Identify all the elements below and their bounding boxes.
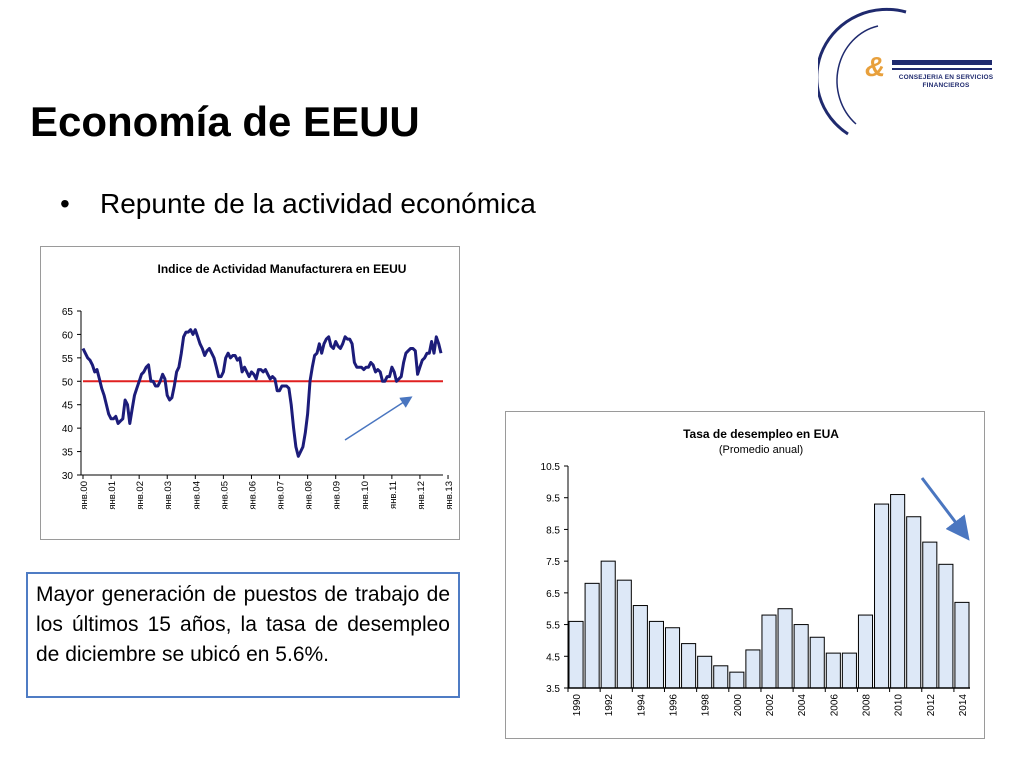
bar-2011 xyxy=(906,516,922,689)
y-tick-label: 8.5 xyxy=(546,525,560,536)
bar-1992 xyxy=(600,560,616,689)
chart-title: Indice de Actividad Manufacturera en EEU… xyxy=(158,262,407,276)
x-tick-label: янв.06 xyxy=(247,481,258,510)
y-tick-label: 30 xyxy=(62,471,74,482)
y-tick-label: 60 xyxy=(62,330,74,341)
bar-2002 xyxy=(761,614,777,689)
y-tick-label: 10.5 xyxy=(541,462,561,473)
slide-title: Economía de EEUU xyxy=(30,98,420,145)
bar-2000 xyxy=(729,671,745,689)
x-tick-label: янв.03 xyxy=(163,481,174,510)
y-tick-label: 7.5 xyxy=(546,557,560,568)
bullet-text: Repunte de la actividad económica xyxy=(100,188,536,219)
bar-2001 xyxy=(745,649,761,689)
x-tick-label: янв.13 xyxy=(444,481,455,510)
x-tick-label: 2014 xyxy=(958,694,969,717)
y-tick-label: 55 xyxy=(62,354,74,365)
y-tick-label: 9.5 xyxy=(546,494,560,505)
bar-1996 xyxy=(664,627,681,689)
bar-1997 xyxy=(681,643,697,689)
bar-2009 xyxy=(874,503,890,689)
bar-2013 xyxy=(938,563,954,689)
summary-textbox: Mayor generación de puestos de trabajo d… xyxy=(26,572,460,698)
bar-2004 xyxy=(793,624,809,689)
y-tick-label: 6.5 xyxy=(546,589,560,600)
x-tick-label: янв.10 xyxy=(360,481,371,510)
logo-bar-top xyxy=(892,60,992,65)
y-tick-label: 40 xyxy=(62,424,74,435)
x-tick-label: янв.07 xyxy=(276,481,287,510)
y-tick-label: 4.5 xyxy=(546,652,560,663)
y-tick-label: 50 xyxy=(62,377,74,388)
x-tick-label: янв.01 xyxy=(107,481,118,510)
x-tick-label: 2012 xyxy=(926,694,937,717)
y-tick-label: 3.5 xyxy=(546,684,560,695)
x-tick-label: 2010 xyxy=(894,694,905,717)
x-tick-label: янв.00 xyxy=(79,481,90,510)
bullet-icon: • xyxy=(60,188,70,219)
unemployment-chart-panel: Tasa de desempleo en EUA (Promedio anual)… xyxy=(505,411,985,739)
logo-graphic: & xyxy=(815,7,992,136)
x-tick-label: янв.08 xyxy=(304,481,315,510)
x-tick-label: 2006 xyxy=(829,694,840,717)
bar-2010 xyxy=(890,494,906,689)
bar-2008 xyxy=(857,614,874,689)
bar-1995 xyxy=(648,620,664,689)
x-tick-label: 2000 xyxy=(733,694,744,717)
x-tick-label: 2002 xyxy=(765,694,776,717)
manufacturing-chart-panel: Indice de Actividad Manufacturera en EEU… xyxy=(40,246,483,540)
logo-text: CONSEJERIA EN SERVICIOS FINANCIEROS xyxy=(898,74,994,89)
bar-1998 xyxy=(697,655,713,689)
y-tick-label: 45 xyxy=(62,401,74,412)
x-tick-label: 2008 xyxy=(861,694,872,717)
y-tick-label: 65 xyxy=(62,307,74,318)
bar-2012 xyxy=(922,541,938,689)
logo-ampersand: & xyxy=(865,51,885,82)
logo-arc-inner xyxy=(836,25,879,125)
bar-2005 xyxy=(809,636,825,689)
x-tick-label: 1996 xyxy=(669,694,680,717)
x-tick-label: 1992 xyxy=(604,694,615,717)
x-tick-label: янв.09 xyxy=(332,481,343,510)
bar-2007 xyxy=(841,652,857,689)
chart-title: Tasa de desempleo en EUA xyxy=(683,427,839,441)
bar-2006 xyxy=(825,652,841,689)
bar-2014 xyxy=(954,601,970,689)
bar-1999 xyxy=(713,665,729,689)
bar-1991 xyxy=(584,582,600,689)
x-tick-label: 1998 xyxy=(701,694,712,717)
y-tick-label: 5.5 xyxy=(546,621,560,632)
x-tick-label: янв.04 xyxy=(191,481,202,510)
x-tick-label: янв.02 xyxy=(135,481,146,510)
x-tick-label: янв.12 xyxy=(416,481,427,510)
unemployment-bar-chart: Tasa de desempleo en EUA (Promedio anual)… xyxy=(541,427,970,717)
x-tick-label: 1994 xyxy=(636,694,647,717)
y-tick-label: 35 xyxy=(62,448,74,459)
bar-1994 xyxy=(632,605,648,689)
chart-subtitle: (Promedio anual) xyxy=(719,444,803,456)
x-tick-label: янв.11 xyxy=(388,481,399,509)
manufacturing-line-chart: Indice de Actividad Manufacturera en EEU… xyxy=(62,262,483,510)
x-tick-label: 1990 xyxy=(572,694,583,717)
bullet-item: • Repunte de la actividad económica xyxy=(60,188,536,220)
x-tick-label: 2004 xyxy=(797,694,808,717)
x-tick-label: янв.05 xyxy=(219,481,230,510)
bar-2003 xyxy=(777,608,793,689)
bar-1993 xyxy=(616,579,632,689)
series-line xyxy=(81,328,443,458)
logo-bar-mid xyxy=(892,68,992,70)
company-logo: & xyxy=(815,6,1018,146)
logo-arc xyxy=(815,7,907,136)
bar-1990 xyxy=(568,620,584,689)
